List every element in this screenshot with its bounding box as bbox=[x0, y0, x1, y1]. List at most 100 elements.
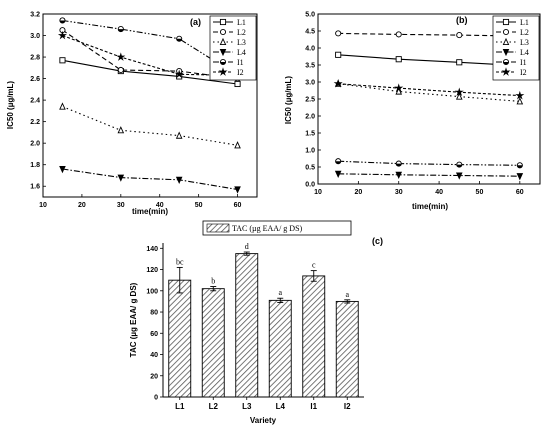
data-point bbox=[116, 52, 126, 61]
legend-marker bbox=[219, 37, 227, 46]
x-tick-label: 60 bbox=[516, 189, 524, 196]
data-point bbox=[333, 78, 343, 88]
data-point bbox=[57, 30, 67, 40]
series-l3 bbox=[59, 102, 241, 149]
y-tick-label: 3.0 bbox=[305, 80, 315, 87]
bar-i2 bbox=[335, 300, 359, 398]
y-axis-label-c: TAC (µg EAA/ g DS) bbox=[129, 282, 138, 357]
x-tick-label: 50 bbox=[476, 189, 484, 196]
y-tick-label: 4.0 bbox=[305, 46, 315, 53]
data-point bbox=[59, 165, 66, 174]
y-tick-label: 2.0 bbox=[305, 114, 315, 121]
y-tick-label: 140 bbox=[146, 246, 158, 253]
legend-marker bbox=[219, 18, 227, 26]
data-point bbox=[395, 31, 402, 38]
y-tick-label: 3.5 bbox=[305, 63, 315, 70]
y-tick-label: 2.6 bbox=[30, 76, 40, 83]
x-tick-label: 10 bbox=[39, 202, 47, 209]
x-tick-label: 30 bbox=[395, 189, 403, 196]
series-line-l1 bbox=[62, 59, 238, 85]
bar-l4 bbox=[268, 299, 292, 398]
bar-group-l2: b L2 bbox=[201, 277, 225, 411]
bar-i1 bbox=[302, 275, 326, 398]
data-point bbox=[176, 35, 183, 42]
x-tick-label: L1 bbox=[175, 402, 185, 411]
series-line-i1 bbox=[338, 160, 520, 166]
series-line-l2 bbox=[62, 29, 238, 80]
significance-label: bc bbox=[176, 257, 184, 266]
panel-label-c: (c) bbox=[372, 236, 383, 246]
y-tick-label: 2.0 bbox=[30, 141, 40, 148]
data-point bbox=[456, 161, 463, 168]
data-point bbox=[117, 66, 124, 74]
significance-label: c bbox=[312, 261, 316, 270]
y-tick-label: 0.0 bbox=[305, 182, 315, 189]
y-tick-label: 2.4 bbox=[30, 98, 40, 105]
error-bar bbox=[277, 297, 284, 303]
y-tick-label: 2.5 bbox=[305, 97, 315, 104]
data-point bbox=[395, 171, 403, 180]
data-point bbox=[454, 87, 464, 97]
data-point bbox=[59, 17, 66, 24]
series-line-l2 bbox=[338, 32, 520, 37]
x-tick-label: 60 bbox=[234, 202, 242, 209]
data-point bbox=[456, 32, 463, 39]
legend-entry-l3: L3 bbox=[520, 38, 529, 47]
x-axis-label-a: time(min) bbox=[132, 207, 168, 216]
panel-label-a: (a) bbox=[190, 17, 201, 27]
chart-panel-b: (b) time(min) IC50 (µg/mL) 0.0 0.5 1.0 1.5 2… bbox=[284, 12, 541, 211]
y-tick-label: 80 bbox=[150, 310, 158, 317]
series-i2 bbox=[333, 78, 525, 100]
data-point bbox=[395, 87, 403, 95]
data-point bbox=[335, 51, 342, 58]
y-tick-label: 2.2 bbox=[30, 119, 40, 126]
data-point bbox=[59, 57, 66, 64]
x-tick-label: 30 bbox=[117, 202, 125, 209]
chart-panel-c: TAC (µg EAA/ g DS) (c) Variety TAC (µg E… bbox=[129, 220, 383, 425]
y-tick-label: 2.8 bbox=[30, 55, 40, 62]
series-l4 bbox=[334, 170, 524, 181]
y-axis-label-b: IC50 (µg/mL) bbox=[284, 76, 293, 125]
series-line-i2 bbox=[62, 34, 238, 76]
data-point bbox=[335, 30, 342, 37]
legend-marker bbox=[502, 28, 510, 36]
data-point bbox=[456, 59, 463, 66]
error-bar bbox=[243, 251, 250, 256]
bar-group-i1: c I1 bbox=[302, 261, 326, 411]
y-tick-label: 3.2 bbox=[30, 12, 40, 19]
y-tick-label: 40 bbox=[150, 352, 158, 359]
x-tick-label: 40 bbox=[156, 202, 164, 209]
series-l2 bbox=[59, 27, 241, 82]
series-line-l4 bbox=[62, 168, 238, 191]
legend-entry-i2: I2 bbox=[237, 68, 244, 77]
y-tick-label: 5.0 bbox=[305, 12, 315, 19]
panel-label-b: (b) bbox=[456, 15, 468, 25]
legend-entry-l1: L1 bbox=[237, 18, 246, 27]
plot-frame-a bbox=[42, 13, 258, 198]
y-tick-label: 20 bbox=[150, 373, 158, 380]
y-tick-label: 1.6 bbox=[30, 184, 40, 191]
data-point bbox=[394, 83, 404, 92]
x-tick-label: 50 bbox=[195, 202, 203, 209]
legend-marker bbox=[502, 58, 510, 66]
x-tick-label: I1 bbox=[310, 402, 317, 411]
x-tick-label: 40 bbox=[435, 189, 443, 196]
x-tick-label: 20 bbox=[354, 189, 362, 196]
y-tick-label: 60 bbox=[150, 331, 158, 338]
bar-l2 bbox=[201, 288, 225, 398]
data-point bbox=[515, 90, 525, 100]
y-axis-label-a: IC50 (µg/mL) bbox=[6, 81, 15, 130]
x-tick-label: L2 bbox=[209, 402, 219, 411]
error-bar bbox=[210, 286, 217, 292]
y-tick-label: 3.0 bbox=[30, 33, 40, 40]
y-tick-label: 100 bbox=[146, 288, 158, 295]
x-axis-label-c: Variety bbox=[250, 416, 277, 425]
legend-marker bbox=[219, 28, 227, 36]
legend-marker bbox=[502, 48, 510, 57]
x-tick-label: L4 bbox=[276, 402, 286, 411]
series-line-i1 bbox=[62, 19, 238, 76]
data-point bbox=[117, 174, 125, 182]
